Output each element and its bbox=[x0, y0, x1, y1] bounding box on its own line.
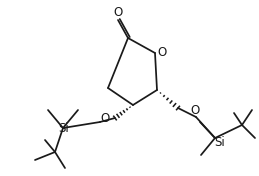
Text: O: O bbox=[113, 7, 123, 20]
Text: O: O bbox=[157, 46, 167, 58]
Text: O: O bbox=[190, 103, 200, 117]
Text: O: O bbox=[100, 112, 110, 125]
Text: Si: Si bbox=[59, 122, 69, 136]
Text: Si: Si bbox=[215, 137, 225, 149]
